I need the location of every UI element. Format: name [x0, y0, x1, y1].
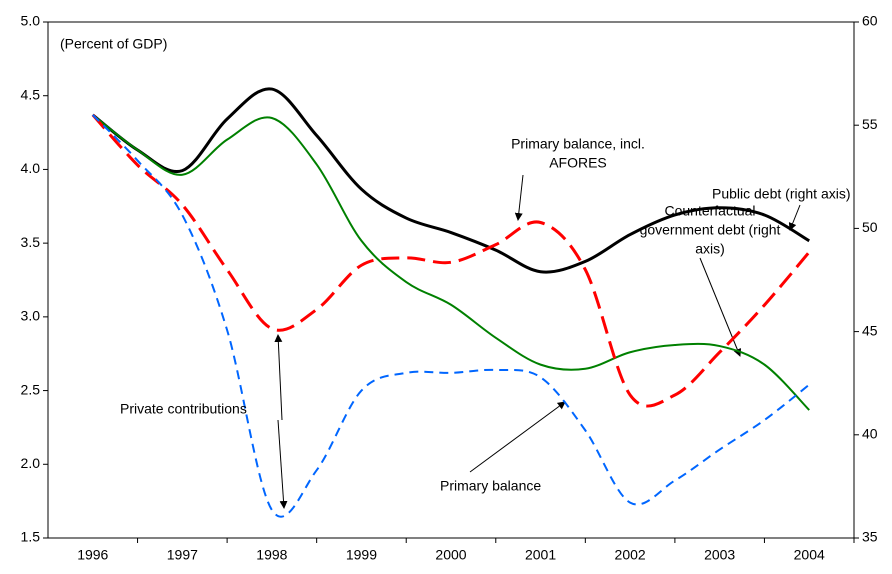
y-tick-label: 5.0: [21, 13, 41, 29]
arrow: [469, 401, 566, 473]
y2-tick-label: 60: [862, 13, 878, 29]
arrow: [277, 419, 288, 509]
arrows: [274, 174, 801, 509]
annotation: government debt (right: [640, 222, 781, 238]
annotation: Primary balance: [440, 478, 541, 494]
arrow: [514, 174, 524, 221]
annotation: Public debt (right axis): [712, 186, 851, 202]
annotation: axis): [695, 241, 725, 257]
annotation: (Percent of GDP): [60, 36, 167, 52]
y-tick-label: 4.0: [21, 160, 41, 176]
x-tick-label: 2001: [525, 547, 556, 563]
x-tick-label: 2000: [435, 547, 466, 563]
x-tick-label: 1996: [77, 547, 108, 563]
x-tick-label: 2004: [794, 547, 825, 563]
annotation: Primary balance, incl.: [511, 136, 645, 152]
y-tick-label: 3.0: [21, 308, 41, 324]
y-tick-label: 1.5: [21, 529, 41, 545]
y-tick-label: 2.0: [21, 455, 41, 471]
arrow: [274, 334, 283, 421]
series-line: [92, 114, 810, 518]
series-line: [91, 87, 810, 274]
x-tick-label: 1998: [256, 547, 287, 563]
annotation: AFORES: [549, 155, 607, 171]
series-line: [92, 114, 810, 411]
annotation: Private contributions: [120, 401, 247, 417]
y2-tick-label: 50: [862, 219, 878, 235]
x-tick-label: 2002: [615, 547, 646, 563]
series-line: [91, 113, 811, 408]
plot-frame: [47, 21, 855, 539]
x-tick-label: 1999: [346, 547, 377, 563]
y-tick-label: 3.5: [21, 234, 41, 250]
y2-tick-label: 40: [862, 426, 878, 442]
annotation: Counterfactual: [664, 203, 755, 219]
arrow: [788, 204, 801, 231]
y2-tick-label: 35: [862, 529, 878, 545]
y-tick-label: 4.5: [21, 86, 41, 102]
x-tick-label: 1997: [167, 547, 198, 563]
x-tick-label: 2003: [704, 547, 735, 563]
arrow: [699, 257, 742, 357]
y-tick-label: 2.5: [21, 381, 41, 397]
y2-tick-label: 55: [862, 116, 878, 132]
y2-tick-label: 45: [862, 322, 878, 338]
